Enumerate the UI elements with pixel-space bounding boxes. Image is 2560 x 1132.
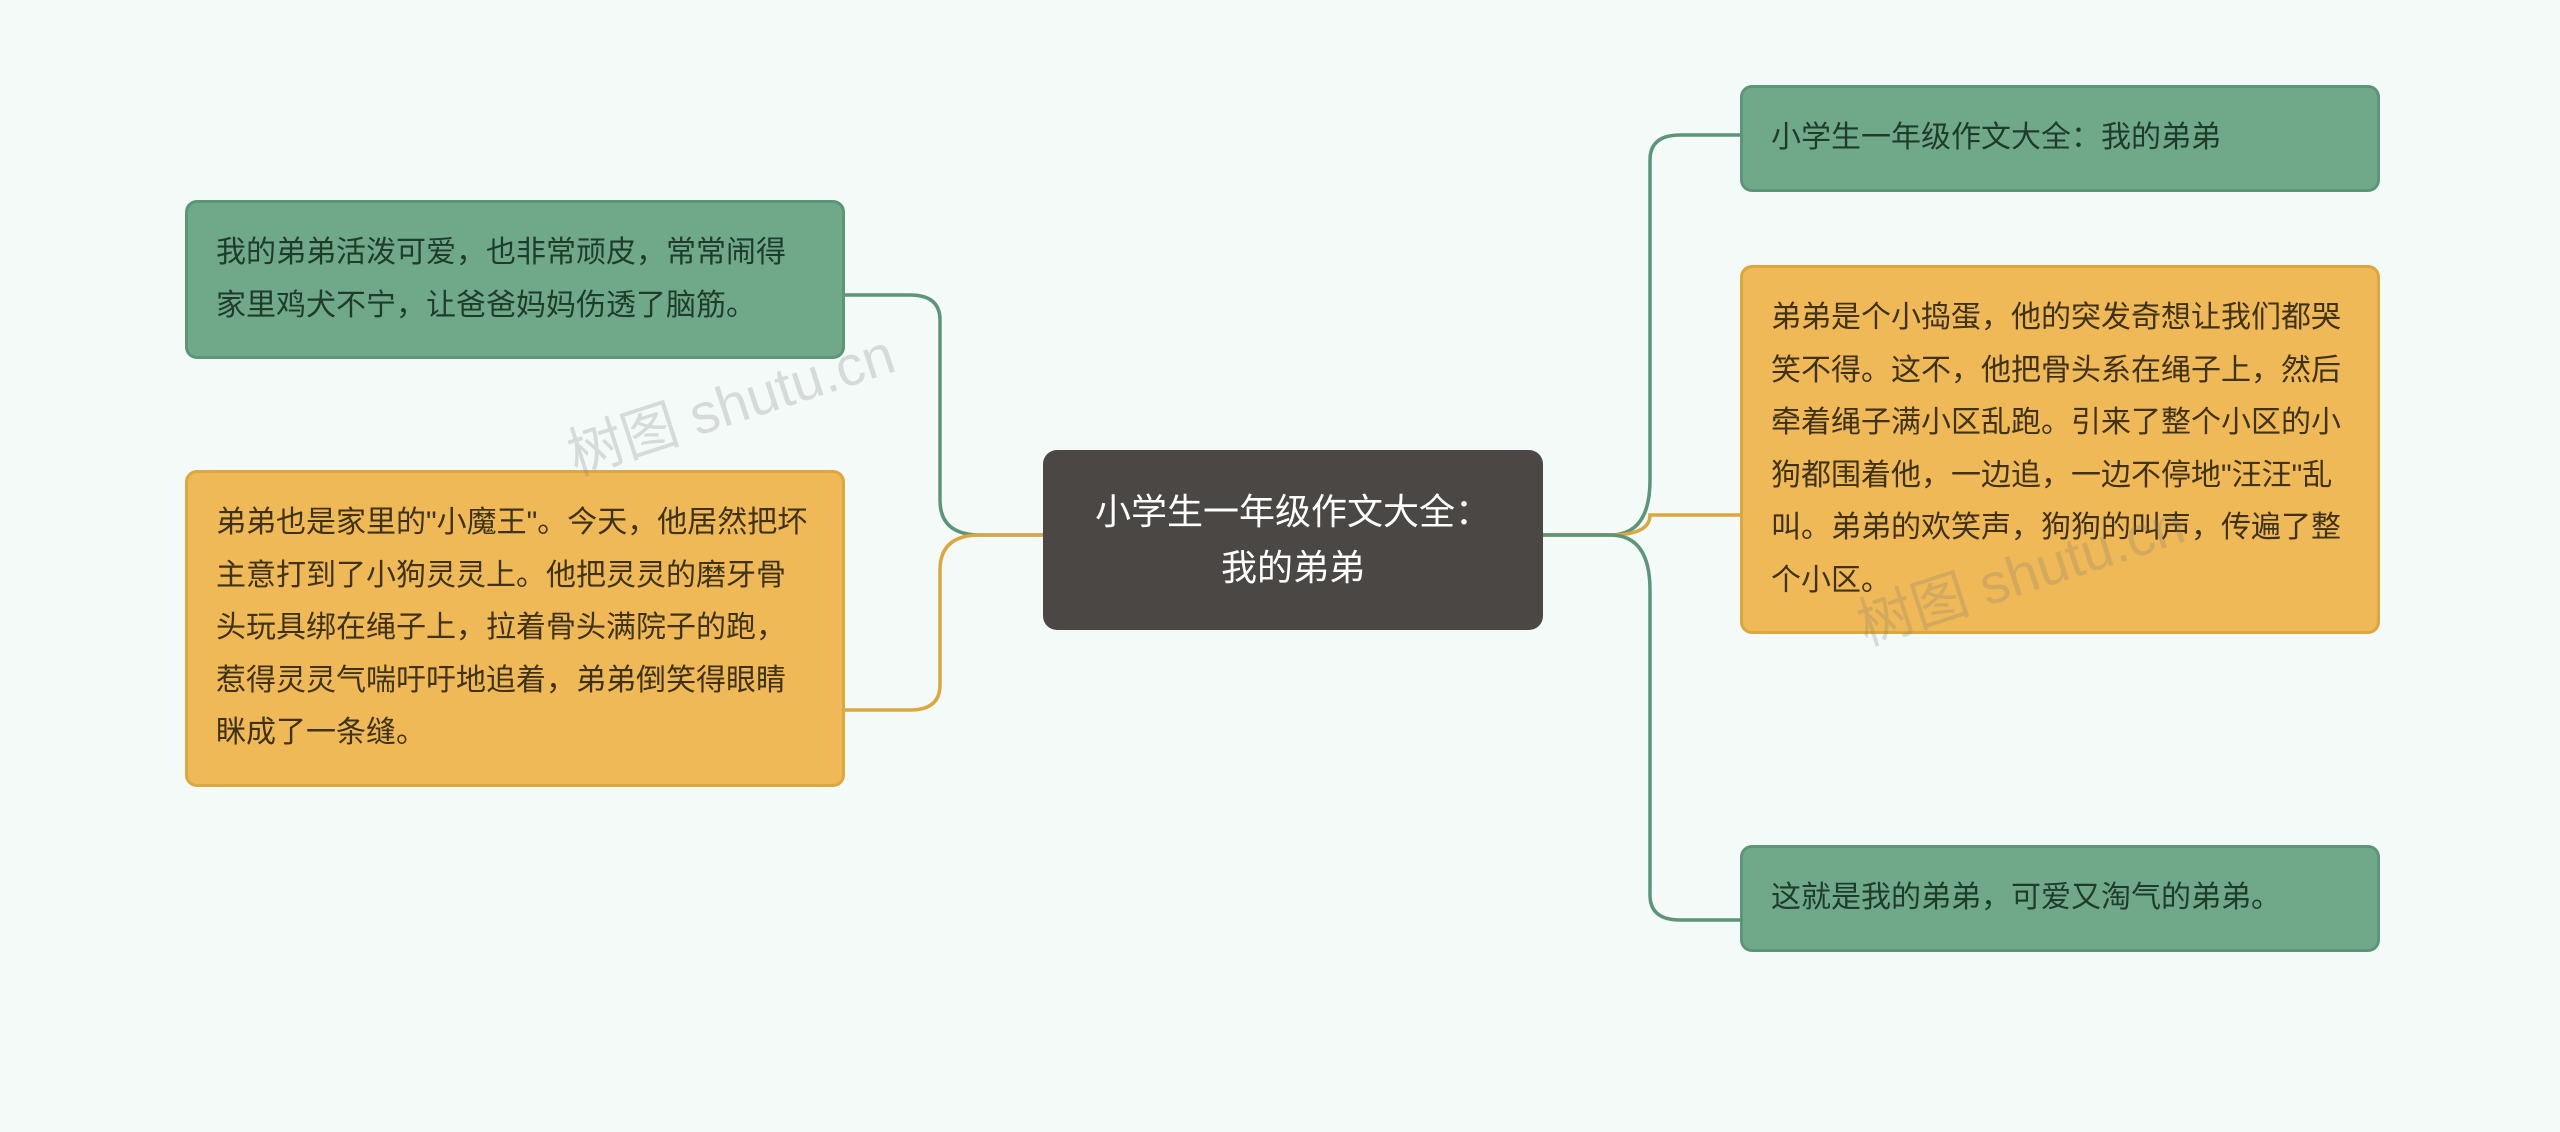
center-node: 小学生一年级作文大全： 我的弟弟	[1043, 450, 1543, 630]
right-node-1-text: 小学生一年级作文大全：我的弟弟	[1771, 121, 2221, 154]
left-node-2: 弟弟也是家里的"小魔王"。今天，他居然把坏主意打到了小狗灵灵上。他把灵灵的磨牙骨…	[185, 470, 845, 787]
left-node-2-text: 弟弟也是家里的"小魔王"。今天，他居然把坏主意打到了小狗灵灵上。他把灵灵的磨牙骨…	[216, 506, 807, 749]
center-line1: 小学生一年级作文大全：	[1095, 491, 1491, 532]
right-node-1: 小学生一年级作文大全：我的弟弟	[1740, 85, 2380, 192]
center-line2: 我的弟弟	[1221, 547, 1365, 588]
right-node-2-text: 弟弟是个小捣蛋，他的突发奇想让我们都哭笑不得。这不，他把骨头系在绳子上，然后牵着…	[1771, 301, 2341, 597]
left-node-1: 我的弟弟活泼可爱，也非常顽皮，常常闹得家里鸡犬不宁，让爸爸妈妈伤透了脑筋。	[185, 200, 845, 359]
right-node-3: 这就是我的弟弟，可爱又淘气的弟弟。	[1740, 845, 2380, 952]
left-node-1-text: 我的弟弟活泼可爱，也非常顽皮，常常闹得家里鸡犬不宁，让爸爸妈妈伤透了脑筋。	[216, 236, 786, 322]
right-node-2: 弟弟是个小捣蛋，他的突发奇想让我们都哭笑不得。这不，他把骨头系在绳子上，然后牵着…	[1740, 265, 2380, 634]
right-node-3-text: 这就是我的弟弟，可爱又淘气的弟弟。	[1771, 881, 2281, 914]
